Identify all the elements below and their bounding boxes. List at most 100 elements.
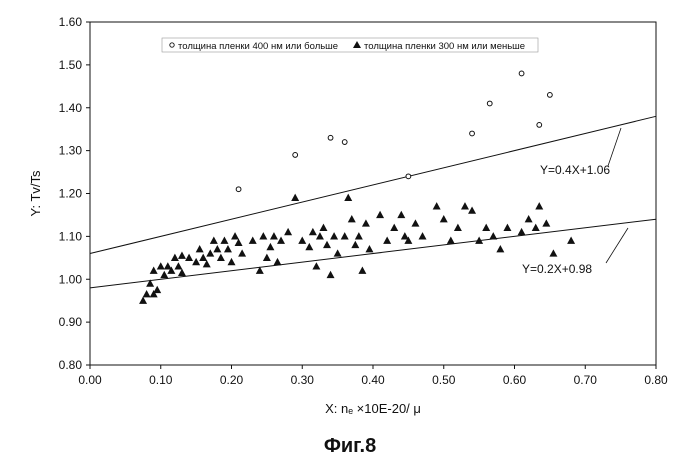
point-triangle — [216, 253, 225, 261]
y-tick-label: 1.00 — [59, 272, 83, 286]
y-tick-label: 1.10 — [59, 229, 83, 243]
y-tick-label: 1.20 — [59, 187, 83, 201]
point-triangle — [195, 245, 204, 253]
point-triangle — [535, 202, 544, 210]
trend-line-0 — [89, 115, 657, 255]
point-triangle — [383, 236, 392, 244]
x-tick-label: 0.20 — [220, 373, 244, 387]
point-triangle — [248, 236, 257, 244]
point-circle — [327, 134, 334, 141]
point-triangle — [174, 262, 183, 270]
point-triangle — [354, 232, 363, 240]
x-tick-label: 0.60 — [503, 373, 527, 387]
point-triangle — [284, 227, 293, 236]
point-triangle — [185, 253, 194, 261]
point-triangle — [400, 232, 409, 240]
y-tick-label: 0.90 — [59, 315, 83, 329]
point-triangle — [163, 262, 172, 270]
y-axis-label: Y: Tv/Ts — [28, 170, 43, 216]
x-tick-label: 0.50 — [432, 373, 456, 387]
point-triangle — [446, 236, 455, 244]
x-tick-label: 0.80 — [644, 373, 668, 387]
point-circle — [546, 91, 553, 98]
legend: толщина пленки 400 нм или больше толщина… — [161, 37, 539, 53]
point-triangle — [376, 210, 385, 219]
point-circle — [536, 122, 543, 128]
point-triangle — [312, 262, 321, 270]
x-tick-label: 0.10 — [149, 373, 173, 387]
legend-box — [161, 37, 539, 53]
point-triangle — [234, 238, 243, 246]
y-axis-ticks: 0.80 0.90 1.00 1.10 1.20 1.30 1.40 1.50 1.60 — [59, 15, 90, 372]
point-triangle — [305, 242, 314, 251]
point-triangle — [160, 270, 169, 279]
point-triangle — [344, 193, 353, 201]
point-triangle — [361, 219, 370, 227]
x-tick-label: 0.00 — [78, 373, 102, 387]
point-triangle — [319, 223, 328, 231]
point-triangle — [489, 232, 498, 240]
point-triangle — [365, 245, 374, 253]
point-triangle — [340, 232, 349, 240]
y-tick-label: 1.50 — [59, 58, 83, 72]
point-triangle — [404, 236, 413, 244]
point-triangle — [432, 202, 441, 210]
x-axis-ticks: 0.00 0.10 0.20 0.30 0.40 0.50 0.60 0.70 0.80 — [78, 365, 668, 387]
point-triangle — [269, 232, 278, 240]
point-triangle — [177, 251, 186, 259]
x-tick-label: 0.30 — [291, 373, 315, 387]
point-triangle — [177, 268, 186, 276]
point-triangle — [262, 253, 271, 261]
point-triangle — [453, 223, 462, 231]
point-triangle — [220, 236, 229, 244]
point-triangle — [231, 232, 240, 240]
point-triangle — [149, 266, 158, 274]
point-triangle — [397, 210, 406, 219]
plot-frame — [89, 21, 657, 366]
legend-label-400nm: толщина пленки 400 нм или больше — [178, 41, 338, 52]
point-triangle — [531, 223, 540, 231]
point-triangle — [156, 262, 165, 270]
point-triangle — [273, 257, 282, 266]
point-triangle — [298, 236, 307, 244]
point-triangle — [209, 236, 218, 244]
figure-caption: Фиг.8 — [324, 435, 376, 457]
point-triangle — [517, 227, 526, 236]
point-triangle — [460, 202, 469, 210]
point-triangle — [266, 242, 275, 251]
point-triangle — [347, 215, 356, 223]
data-points — [139, 70, 576, 304]
point-circle — [235, 186, 242, 193]
line-label-upper-leader — [607, 127, 622, 167]
y-tick-label: 1.60 — [59, 15, 83, 29]
point-triangle — [238, 249, 247, 257]
point-triangle — [202, 260, 211, 268]
point-triangle — [308, 227, 317, 236]
y-tick-label: 1.30 — [59, 144, 83, 158]
point-triangle — [259, 232, 268, 240]
point-triangle — [496, 245, 505, 253]
point-triangle — [549, 249, 558, 257]
point-triangle — [358, 266, 367, 274]
y-tick-label: 0.80 — [59, 358, 83, 372]
point-triangle — [199, 253, 208, 261]
point-circle — [341, 139, 348, 145]
point-triangle — [351, 240, 360, 249]
line-label-lower-leader — [605, 227, 629, 264]
point-triangle — [418, 232, 427, 240]
point-triangle — [315, 232, 324, 240]
point-triangle — [223, 245, 232, 253]
point-triangle — [213, 245, 222, 253]
trend-line-1 — [89, 218, 657, 289]
point-triangle — [524, 215, 533, 223]
point-circle — [518, 70, 525, 77]
x-tick-label: 0.70 — [574, 373, 598, 387]
point-triangle — [482, 223, 491, 231]
point-triangle — [330, 232, 339, 240]
point-triangle — [439, 215, 448, 223]
point-triangle — [503, 223, 512, 231]
point-triangle — [170, 253, 179, 261]
point-triangle — [542, 219, 551, 227]
line-label-lower: Y=0.2X+0.98 — [522, 262, 592, 276]
